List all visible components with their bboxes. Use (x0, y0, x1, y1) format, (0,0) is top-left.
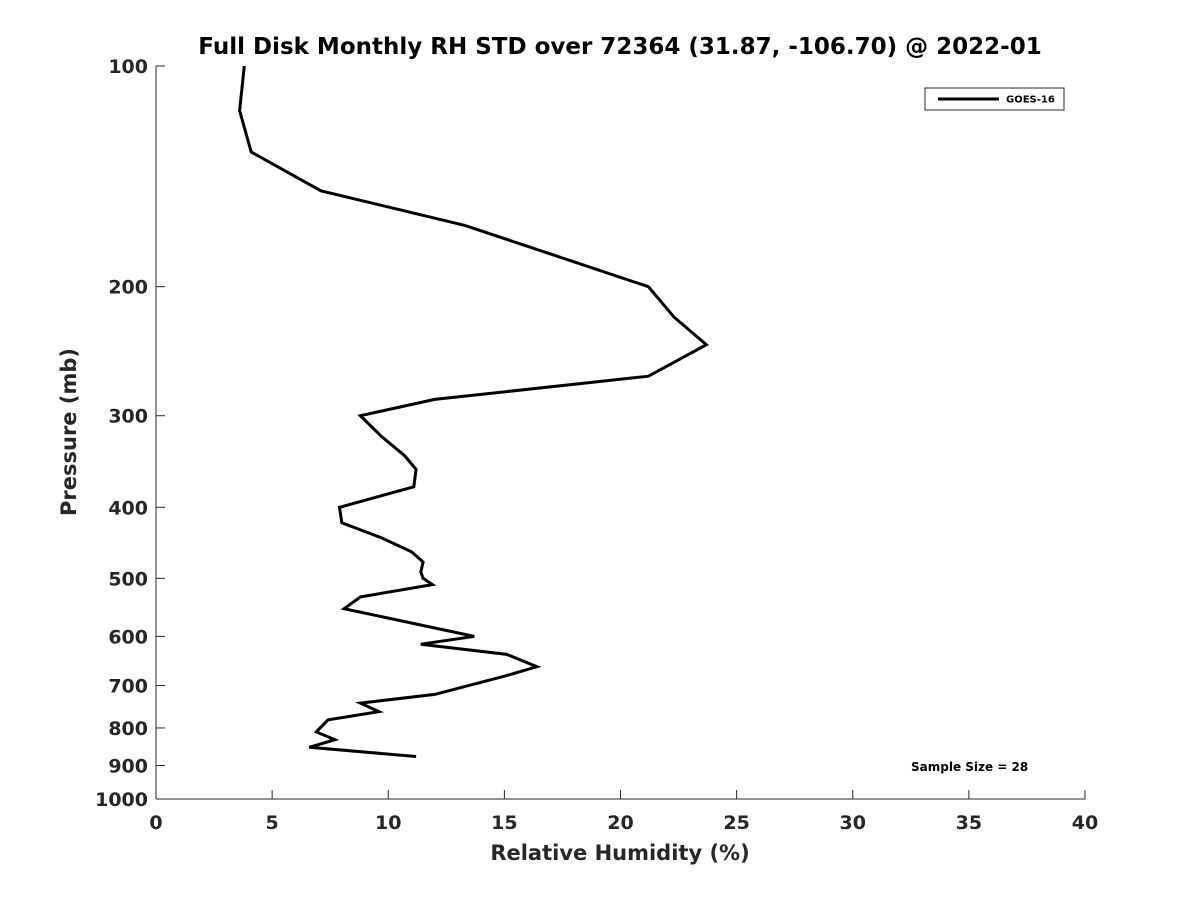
x-tick-label: 40 (1072, 812, 1098, 834)
series-layer (238, 65, 710, 758)
x-tick-label: 10 (375, 812, 401, 834)
x-tick-label: 15 (491, 812, 517, 834)
x-tick-label: 35 (956, 812, 982, 834)
y-tick-label: 800 (108, 718, 148, 740)
y-axis-label: Pressure (mb) (57, 348, 81, 516)
x-ticks: 0 5 10 15 20 25 30 35 40 (149, 790, 1098, 834)
y-tick-label: 200 (108, 277, 148, 299)
y-tick-label: 1000 (95, 789, 148, 811)
x-tick-label: 20 (607, 812, 633, 834)
x-axis-label: Relative Humidity (%) (490, 841, 749, 865)
x-tick-label: 25 (723, 812, 749, 834)
legend-label-goes-16: GOES-16 (1006, 95, 1055, 106)
y-tick-label: 400 (108, 497, 148, 519)
y-tick-label: 300 (108, 406, 148, 428)
legend: GOES-16 (924, 87, 1065, 111)
y-tick-label: 100 (108, 56, 148, 78)
x-tick-label: 5 (266, 812, 279, 834)
x-tick-label: 30 (840, 812, 866, 834)
y-tick-label: 500 (108, 568, 148, 590)
y-tick-label: 600 (108, 626, 148, 648)
sample-size-annotation: Sample Size = 28 (911, 760, 1028, 774)
y-ticks: 100 200 300 400 500 600 700 800 900 1000 (95, 56, 165, 811)
y-tick-label: 700 (108, 675, 148, 697)
chart-title: Full Disk Monthly RH STD over 72364 (31.… (198, 34, 1042, 60)
y-tick-label: 900 (108, 755, 148, 777)
series-line-goes-16 (238, 65, 710, 758)
x-tick-label: 0 (149, 812, 162, 834)
